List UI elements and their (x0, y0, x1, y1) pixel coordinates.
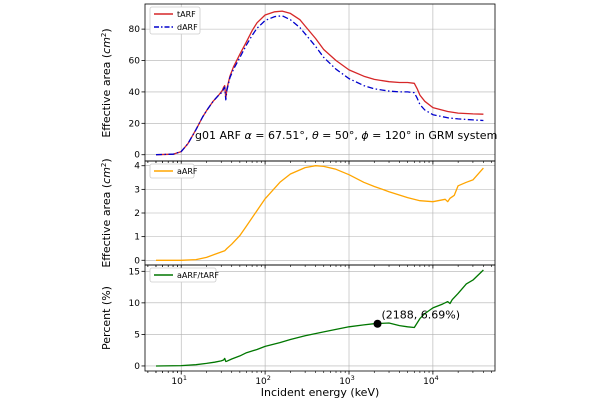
legend-ratio-label: aARF/tARF (177, 271, 219, 280)
top-ytick-label-0: 0 (134, 151, 140, 161)
middle-ytick-label-4: 4 (134, 162, 140, 172)
bottom-ylabel: Percent (%) (100, 286, 113, 350)
xtick-label-3: 104 (423, 374, 439, 387)
top-series-darf (155, 15, 484, 156)
middle-ytick-label-2: 2 (134, 209, 140, 219)
middle-ytick-label-1: 1 (134, 233, 140, 243)
middle-series-aarf (156, 165, 484, 261)
annotation-theta-symbol: θ (312, 129, 319, 142)
bottom-ytick-label-3: 15 (129, 267, 140, 277)
annotation-phi-symbol: ϕ (361, 129, 368, 142)
top-ytick-label-1: 20 (129, 119, 141, 129)
legend-darf-label: dARF (177, 23, 198, 32)
xtick-label-0: 101 (171, 374, 187, 387)
top-series-tarf (155, 10, 484, 156)
middle-ytick-label-0: 0 (134, 256, 140, 266)
annotation-phi-value: = 120° in GRM system (369, 129, 498, 142)
annotation-prefix: g01 ARF (195, 129, 244, 142)
middle-ylabel: Effective area (cm2) (100, 158, 113, 267)
top-ytick-label-4: 80 (129, 25, 141, 35)
bottom-series-aarf-tarf (155, 269, 484, 367)
middle-ytick-label-3: 3 (134, 185, 140, 195)
bottom-ytick-label-0: 0 (134, 362, 140, 372)
top-annotation: g01 ARF α = 67.51°, θ = 50°, ϕ = 120° in… (195, 129, 497, 142)
bottom-ytick-label-2: 10 (129, 299, 141, 309)
grid-layer (145, 4, 495, 371)
bottom-panel-frame (144, 264, 496, 372)
legend-aarf-label: aARF (177, 167, 198, 176)
top-legend: tARF dARF (149, 6, 201, 35)
marks-layer (373, 319, 382, 328)
middle-legend: aARF (149, 163, 198, 179)
annotation-alpha-symbol: α (244, 129, 252, 142)
top-panel-background (145, 4, 495, 161)
bottom-legend-box (149, 267, 217, 283)
bottom-legend: aARF/tARF (149, 267, 219, 283)
highlight-marker (373, 319, 382, 328)
xtick-label-2: 103 (339, 374, 355, 387)
annotation-alpha-value: = 67.51°, (252, 129, 312, 142)
highlight-label: (2188, 6.69%) (382, 309, 461, 322)
bottom-panel-background (145, 265, 495, 371)
legend-tarf-label: tARF (177, 10, 196, 19)
top-ylabel: Effective area (cm2) (100, 28, 113, 137)
x-axis-label: Incident energy (keV) (261, 386, 380, 399)
top-ytick-label-3: 60 (129, 57, 141, 67)
bottom-ytick-label-1: 5 (134, 330, 140, 340)
top-ytick-label-2: 40 (129, 88, 141, 98)
series-layer (155, 10, 484, 367)
xtick-label-1: 102 (255, 374, 271, 387)
annotation-theta-value: = 50°, (319, 129, 362, 142)
